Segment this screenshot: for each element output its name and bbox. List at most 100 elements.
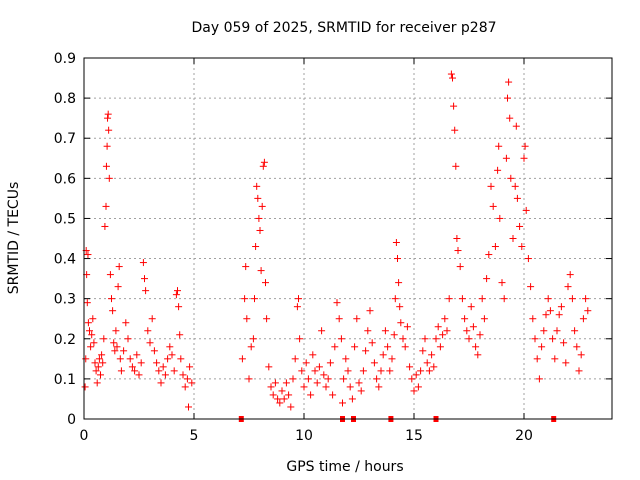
data-point	[408, 375, 416, 383]
data-point	[386, 367, 394, 375]
data-point	[102, 202, 110, 210]
data-point	[120, 347, 128, 355]
data-point	[390, 331, 398, 339]
data-point	[540, 327, 548, 335]
x-tick-label: 20	[515, 428, 533, 444]
y-tick-label: 0.2	[54, 332, 76, 348]
data-point	[188, 379, 196, 387]
data-point	[148, 315, 156, 323]
data-point	[135, 371, 143, 379]
data-point	[524, 255, 532, 263]
data-point	[260, 158, 268, 166]
data-point	[480, 315, 488, 323]
data-point	[101, 222, 109, 230]
data-point	[445, 295, 453, 303]
data-point	[533, 355, 541, 363]
data-point	[242, 263, 250, 271]
data-points	[81, 70, 592, 411]
data-point	[131, 367, 139, 375]
data-point	[509, 235, 517, 242]
data-point	[449, 74, 456, 82]
data-point	[93, 379, 101, 387]
data-point	[496, 214, 504, 222]
data-point	[522, 206, 530, 214]
data-point	[115, 263, 123, 271]
x-tick-label: 0	[80, 428, 89, 444]
data-point	[555, 311, 563, 319]
y-tick-label: 0.9	[54, 51, 76, 67]
data-point	[487, 182, 495, 190]
data-point	[150, 347, 158, 355]
data-point	[146, 339, 154, 347]
data-point	[417, 367, 425, 375]
y-axis-label: SRMTID / TECUs	[6, 182, 22, 295]
data-point	[430, 363, 438, 371]
data-point	[542, 311, 550, 319]
data-point	[454, 247, 462, 255]
data-point	[142, 287, 150, 295]
data-point	[267, 383, 275, 391]
data-point	[463, 327, 471, 335]
y-tick-label: 0.1	[54, 372, 76, 388]
data-point	[489, 202, 497, 210]
data-point	[571, 327, 579, 335]
data-point	[384, 343, 392, 351]
data-point	[302, 359, 310, 367]
data-point	[491, 243, 499, 251]
data-point	[425, 367, 433, 375]
data-point	[97, 371, 104, 379]
data-point	[94, 363, 102, 371]
data-point	[293, 303, 301, 311]
data-point	[401, 343, 409, 351]
data-point	[103, 142, 111, 150]
data-point	[92, 367, 100, 375]
data-point	[322, 383, 330, 391]
data-point	[344, 367, 352, 375]
data-point	[504, 94, 511, 102]
data-point	[472, 343, 480, 351]
data-point	[295, 295, 302, 303]
data-point	[116, 355, 124, 363]
data-point	[494, 166, 502, 174]
data-point	[474, 351, 482, 359]
data-point	[483, 275, 491, 283]
data-point	[88, 331, 96, 339]
data-point	[253, 182, 261, 190]
y-tick-label: 0.8	[54, 91, 76, 107]
data-point	[423, 359, 431, 367]
data-point	[406, 363, 414, 371]
data-point	[172, 291, 180, 299]
data-point	[512, 122, 520, 130]
data-point	[300, 383, 308, 391]
data-point	[249, 335, 257, 343]
data-point	[355, 379, 363, 387]
data-point	[529, 315, 537, 323]
data-point	[112, 327, 120, 335]
data-point	[557, 303, 565, 311]
x-tick-label: 15	[405, 428, 423, 444]
data-point	[168, 351, 176, 359]
data-point	[285, 391, 293, 399]
data-point	[560, 339, 568, 347]
data-point	[271, 379, 279, 387]
data-point	[298, 367, 306, 375]
data-point	[139, 259, 147, 267]
data-point	[353, 315, 361, 323]
plot-frame	[83, 57, 613, 420]
data-point	[324, 375, 332, 383]
data-point	[105, 174, 113, 182]
data-point	[84, 319, 92, 327]
data-point	[531, 335, 539, 343]
data-point	[185, 403, 192, 411]
data-point	[177, 355, 185, 363]
data-point	[243, 315, 251, 323]
data-point	[333, 299, 341, 307]
data-point	[584, 307, 592, 315]
data-point	[339, 399, 346, 407]
data-point	[461, 315, 469, 323]
data-point	[265, 363, 273, 371]
data-point	[313, 379, 321, 387]
data-point	[453, 235, 461, 242]
data-point	[465, 335, 473, 343]
data-point	[443, 327, 451, 335]
